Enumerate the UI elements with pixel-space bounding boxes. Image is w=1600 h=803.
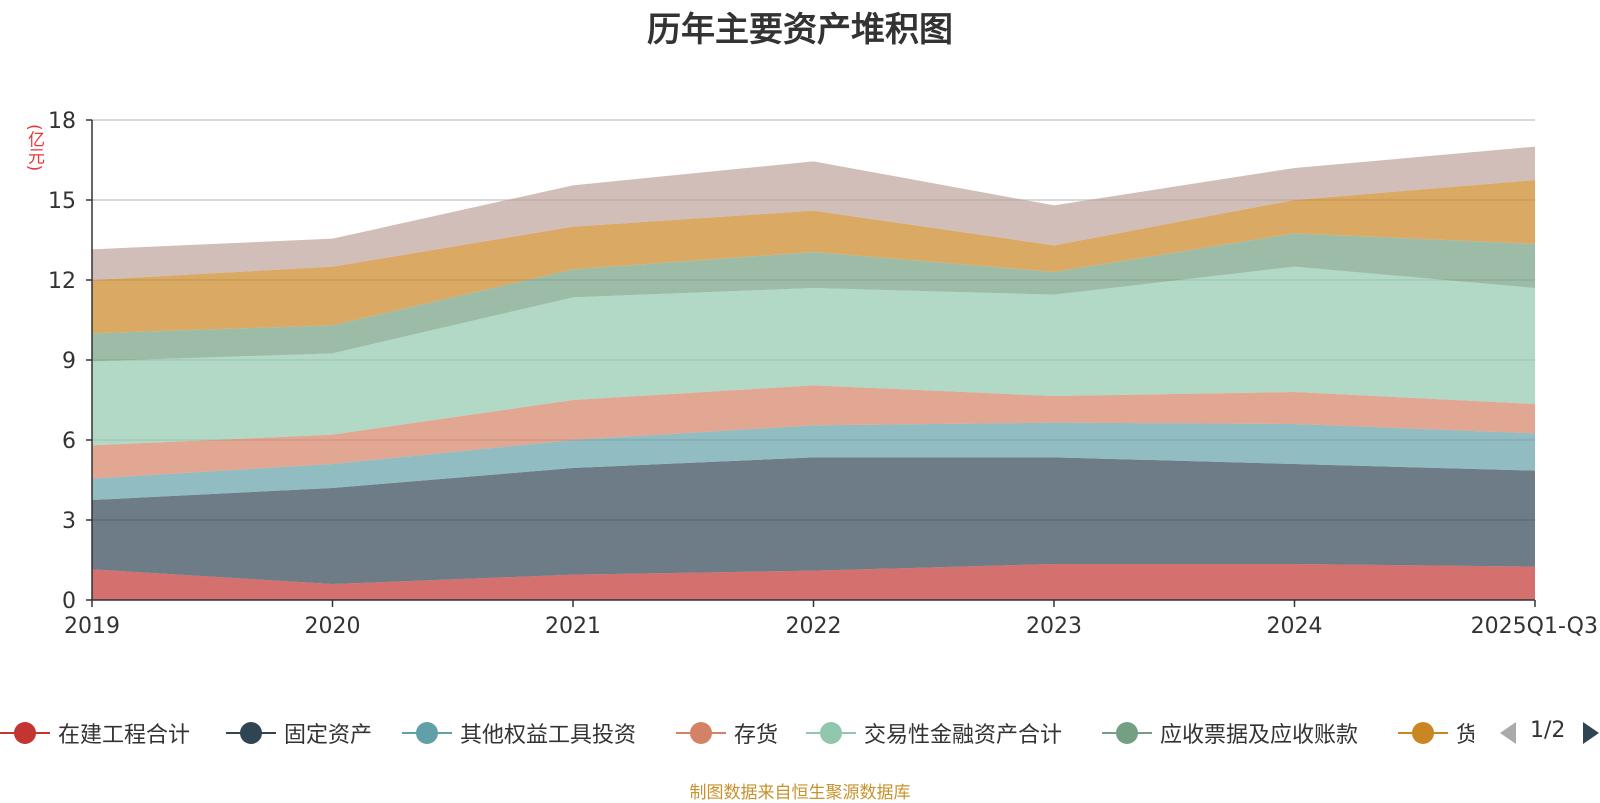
legend-label: 其他权益工具投资 bbox=[460, 723, 637, 748]
legend-item-固定资产[interactable]: 固定资产 bbox=[226, 716, 372, 750]
legend-item-存货[interactable]: 存货 bbox=[676, 716, 778, 750]
legend: 在建工程合计 固定资产 其他权益工具投资 存货 交易性金融资产合计 bbox=[0, 716, 1600, 750]
chart-title: 历年主要资产堆积图 bbox=[647, 10, 953, 50]
area-series-货币资金[interactable] bbox=[92, 180, 1535, 334]
x-tick-label: 2024 bbox=[1267, 614, 1323, 639]
x-tick-label: 2025Q1-Q3 bbox=[1471, 614, 1598, 639]
legend-marker-icon bbox=[0, 716, 50, 750]
x-tick-label: 2020 bbox=[305, 614, 361, 639]
data-source-note: 制图数据来自恒生聚源数据库 bbox=[689, 783, 911, 803]
area-series-存货[interactable] bbox=[92, 385, 1535, 479]
legend-label: 交易性金融资产合计 bbox=[864, 723, 1063, 748]
y-tick-label: 18 bbox=[48, 109, 76, 134]
legend-marker-icon bbox=[806, 716, 856, 750]
tick-labels: 0 3 6 9 12 15 18 2019 2020 2021 2022 2023 2024 2025Q1… bbox=[48, 109, 1598, 639]
legend-item-其他权益工具投资[interactable]: 其他权益工具投资 bbox=[402, 716, 636, 750]
legend-label: 货 bbox=[1456, 723, 1474, 748]
y-tick-label: 12 bbox=[48, 269, 76, 294]
y-tick-label: 15 bbox=[48, 189, 76, 214]
axes bbox=[86, 119, 1536, 607]
legend-item-在建工程合计[interactable]: 在建工程合计 bbox=[0, 716, 190, 750]
y-tick-label: 0 bbox=[62, 589, 76, 614]
legend-page-indicator: 1/2 bbox=[1530, 718, 1566, 743]
legend-label: 固定资产 bbox=[284, 723, 373, 748]
area-series-固定资产[interactable] bbox=[92, 457, 1535, 584]
x-tick-label: 2021 bbox=[545, 614, 601, 639]
legend-marker-icon bbox=[402, 716, 452, 750]
y-tick-label: 9 bbox=[62, 349, 76, 374]
legend-item-应收票据及应收账款[interactable]: 应收票据及应收账款 bbox=[1102, 716, 1358, 750]
y-tick-label: 3 bbox=[62, 509, 76, 534]
x-tick-label: 2019 bbox=[64, 614, 120, 639]
area-series-在建工程合计[interactable] bbox=[92, 564, 1535, 600]
stacked-area-chart: 0 3 6 9 12 15 18 2019 2020 2021 2022 2023 2024 2025Q1… bbox=[48, 109, 1598, 639]
legend-label: 存货 bbox=[734, 723, 779, 748]
legend-items: 在建工程合计 固定资产 其他权益工具投资 存货 交易性金融资产合计 bbox=[0, 716, 1474, 750]
legend-item-货币资金[interactable]: 货 bbox=[1398, 716, 1474, 750]
legend-label: 应收票据及应收账款 bbox=[1160, 723, 1359, 748]
area-series bbox=[92, 146, 1535, 600]
area-series-其他[interactable] bbox=[92, 146, 1535, 280]
y-tick-label: 6 bbox=[62, 429, 76, 454]
legend-prev-page-icon[interactable] bbox=[1500, 722, 1516, 744]
area-series-其他权益工具投资[interactable] bbox=[92, 422, 1535, 500]
legend-marker-icon bbox=[226, 716, 276, 750]
legend-item-交易性金融资产合计[interactable]: 交易性金融资产合计 bbox=[806, 716, 1062, 750]
legend-marker-icon bbox=[1102, 716, 1152, 750]
area-series-交易性金融资产合计[interactable] bbox=[92, 266, 1535, 446]
area-series-应收票据及应收账款[interactable] bbox=[92, 233, 1535, 362]
x-tick-label: 2023 bbox=[1026, 614, 1082, 639]
y-axis-unit-label: (亿元) bbox=[24, 124, 44, 172]
legend-next-page-icon[interactable] bbox=[1583, 722, 1599, 744]
legend-marker-icon bbox=[1398, 716, 1448, 750]
x-tick-label: 2022 bbox=[786, 614, 842, 639]
legend-marker-icon bbox=[676, 716, 726, 750]
legend-label: 在建工程合计 bbox=[58, 723, 191, 748]
